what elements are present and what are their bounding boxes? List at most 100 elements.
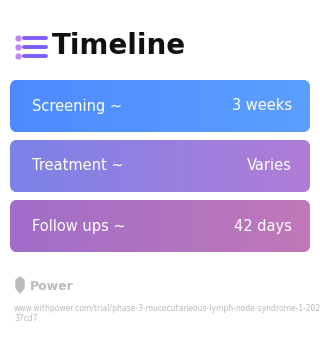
- Bar: [171, 200, 172, 252]
- Bar: [95, 200, 97, 252]
- Bar: [170, 140, 172, 192]
- Bar: [20, 80, 21, 132]
- Bar: [194, 140, 196, 192]
- Bar: [26, 80, 28, 132]
- Bar: [269, 200, 270, 252]
- Bar: [251, 80, 252, 132]
- Bar: [277, 140, 278, 192]
- Bar: [308, 200, 309, 252]
- Bar: [63, 140, 65, 192]
- Bar: [125, 200, 126, 252]
- Bar: [255, 200, 257, 252]
- Bar: [55, 80, 57, 132]
- Bar: [186, 200, 188, 252]
- Bar: [249, 200, 251, 252]
- Bar: [110, 80, 111, 132]
- Bar: [38, 80, 39, 132]
- Bar: [174, 140, 175, 192]
- Bar: [184, 80, 186, 132]
- Bar: [178, 80, 180, 132]
- Bar: [44, 200, 45, 252]
- Bar: [11, 80, 12, 132]
- Bar: [273, 80, 275, 132]
- Bar: [50, 200, 52, 252]
- Bar: [298, 80, 300, 132]
- Bar: [178, 200, 180, 252]
- Bar: [122, 80, 124, 132]
- Bar: [66, 140, 68, 192]
- Bar: [225, 80, 227, 132]
- Bar: [292, 140, 293, 192]
- Bar: [46, 80, 47, 132]
- Bar: [58, 200, 60, 252]
- Bar: [88, 200, 90, 252]
- Bar: [305, 200, 307, 252]
- Bar: [298, 140, 300, 192]
- Bar: [156, 140, 157, 192]
- Bar: [126, 140, 127, 192]
- Bar: [267, 80, 268, 132]
- Bar: [28, 80, 29, 132]
- Bar: [186, 140, 188, 192]
- Bar: [234, 80, 236, 132]
- Bar: [90, 140, 92, 192]
- Bar: [19, 80, 20, 132]
- Bar: [37, 140, 38, 192]
- Bar: [119, 200, 121, 252]
- Bar: [92, 200, 93, 252]
- Bar: [251, 140, 252, 192]
- Bar: [132, 200, 133, 252]
- Bar: [264, 80, 266, 132]
- Text: Follow ups ~: Follow ups ~: [32, 219, 126, 234]
- Bar: [257, 80, 259, 132]
- Bar: [13, 80, 14, 132]
- Bar: [59, 80, 60, 132]
- Bar: [105, 200, 107, 252]
- Bar: [207, 140, 209, 192]
- Bar: [52, 80, 53, 132]
- Bar: [146, 140, 148, 192]
- Bar: [29, 80, 30, 132]
- Bar: [29, 140, 30, 192]
- Bar: [217, 140, 219, 192]
- Bar: [236, 140, 237, 192]
- Bar: [218, 80, 220, 132]
- Bar: [253, 140, 254, 192]
- Bar: [145, 80, 147, 132]
- Bar: [207, 80, 209, 132]
- Bar: [37, 80, 38, 132]
- Bar: [297, 80, 299, 132]
- Bar: [275, 200, 276, 252]
- Bar: [203, 140, 204, 192]
- Bar: [36, 80, 37, 132]
- Bar: [188, 80, 189, 132]
- Text: 42 days: 42 days: [234, 219, 292, 234]
- Bar: [89, 200, 91, 252]
- Bar: [30, 140, 31, 192]
- Bar: [166, 80, 167, 132]
- Bar: [164, 200, 165, 252]
- Bar: [240, 140, 242, 192]
- Bar: [70, 140, 71, 192]
- Bar: [287, 140, 289, 192]
- Bar: [107, 140, 108, 192]
- Bar: [234, 140, 236, 192]
- Bar: [34, 200, 36, 252]
- Bar: [38, 200, 39, 252]
- Bar: [184, 200, 186, 252]
- Text: Screening ~: Screening ~: [32, 99, 122, 114]
- Bar: [142, 140, 143, 192]
- Bar: [58, 140, 60, 192]
- Bar: [176, 80, 178, 132]
- Bar: [57, 140, 59, 192]
- Bar: [259, 200, 260, 252]
- Bar: [269, 80, 270, 132]
- Bar: [101, 140, 102, 192]
- Bar: [26, 140, 28, 192]
- Bar: [40, 80, 42, 132]
- Bar: [256, 140, 258, 192]
- Bar: [64, 200, 66, 252]
- Bar: [23, 200, 25, 252]
- Bar: [172, 80, 173, 132]
- Bar: [288, 80, 290, 132]
